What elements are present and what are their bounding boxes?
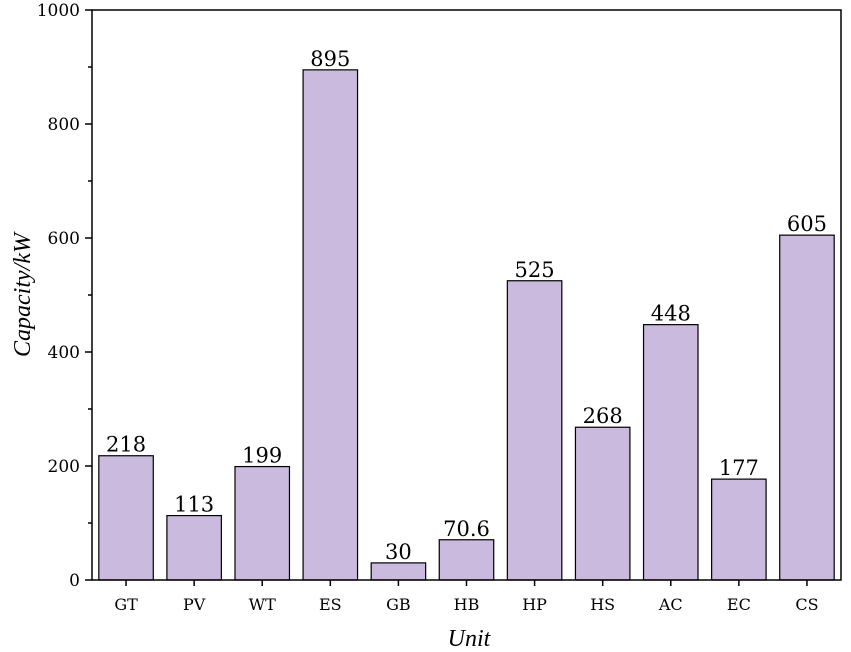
x-ticks-group: GT PV WT ES GB HB HP HS AC EC CS [114,580,819,614]
y-tick-label: 400 [48,343,80,363]
y-tick-label: 1000 [37,1,80,21]
x-tick-label-gb: GB [386,595,411,614]
x-axis-title: Unit [448,626,492,652]
bar-pv [166,514,222,581]
bar-hs [574,426,631,581]
value-label-gt: 218 [106,433,146,457]
value-label-pv: 113 [174,493,214,517]
y-ticks-group: 0 200 400 600 800 1000 [37,1,92,591]
x-tick-label-es: ES [319,595,342,614]
x-tick-label-gt: GT [114,595,138,614]
value-label-wt: 199 [242,444,282,468]
bar-cs [779,234,835,581]
value-label-cs: 605 [787,212,827,236]
bar-ec [711,478,767,581]
value-label-hs: 268 [583,404,623,428]
value-label-hb: 70.6 [443,517,490,541]
bar-ac [642,324,699,581]
y-tick-label: 0 [69,571,80,591]
x-tick-label-cs: CS [795,595,818,614]
value-label-gb: 30 [385,540,412,564]
value-label-es: 895 [310,47,350,71]
bars-group [98,69,835,581]
x-tick-label-ec: EC [727,595,751,614]
y-tick-label: 600 [48,229,80,249]
value-label-ec: 177 [719,456,759,480]
x-tick-label-hp: HP [522,595,547,614]
bar-wt [234,465,291,581]
bar-hp [506,280,563,581]
y-axis-title: Capacity/kW [10,231,36,357]
x-tick-label-wt: WT [249,595,276,614]
value-label-ac: 448 [651,302,691,326]
bar-es [302,69,359,581]
y-tick-label: 800 [48,115,80,135]
value-label-hp: 525 [515,258,555,282]
x-tick-label-pv: PV [183,595,206,614]
y-tick-label: 200 [48,457,80,477]
bar-hb [438,539,495,581]
x-tick-label-hb: HB [454,595,480,614]
bar-gt [98,455,154,581]
value-labels-group: 218 113 199 895 30 70.6 525 268 448 177 605 [106,47,827,564]
bar-gb [370,562,427,581]
x-tick-label-ac: AC [658,595,683,614]
x-tick-label-hs: HS [590,595,615,614]
